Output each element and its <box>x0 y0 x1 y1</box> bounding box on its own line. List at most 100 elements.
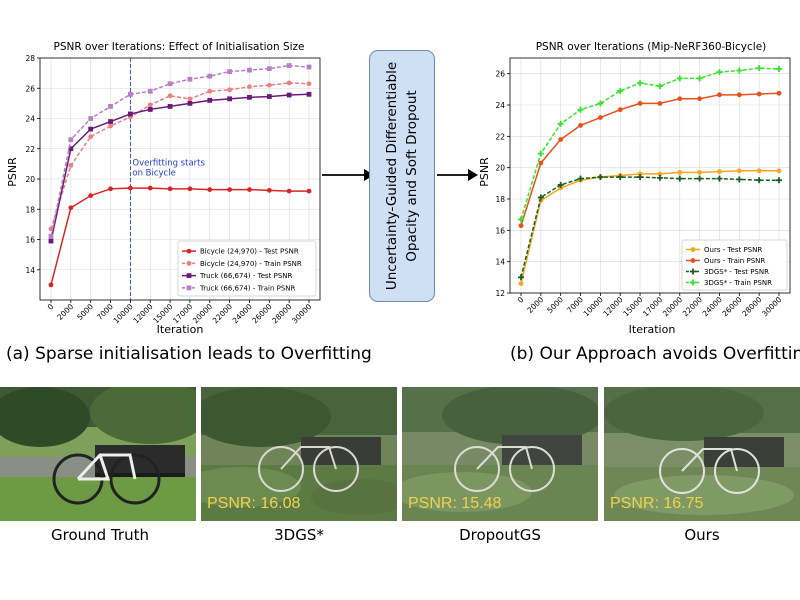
chart-left-xtick-label: 24000 <box>231 302 254 325</box>
chart-left-xtick-label: 17000 <box>171 302 194 325</box>
chart-left-title: PSNR over Iterations: Effect of Initiali… <box>53 41 304 53</box>
chart-left-data-point <box>286 188 292 194</box>
chart-right-series-line <box>520 170 779 284</box>
chart-right-legend-label: 3DGS* - Test PSNR <box>704 268 769 276</box>
chart-left-ytick-label: 18 <box>25 205 35 214</box>
chart-right-data-point <box>597 100 604 107</box>
chart-left-data-point <box>227 96 233 102</box>
chart-right-ytick-label: 20 <box>495 164 505 173</box>
chart-right-data-point <box>696 175 703 182</box>
chart-right-data-point <box>697 96 703 102</box>
chart-left-data-point <box>48 234 54 239</box>
chart-right-ytick-label: 16 <box>495 226 505 235</box>
chart-right-data-point <box>558 185 564 191</box>
chart-left-data-point <box>247 187 252 192</box>
chart-right-legend-marker <box>690 247 696 252</box>
chart-right-xtick-label: 12000 <box>601 295 624 318</box>
chart-left-data-point <box>227 87 233 93</box>
chart-left-data-point <box>167 104 173 109</box>
chart-right-xtick-label: 0 <box>516 295 526 305</box>
chart-left-data-point <box>108 123 113 129</box>
chart-left-series-2 <box>48 91 312 244</box>
chart-left-xtick-label: 2000 <box>55 302 75 322</box>
chart-left-ytick-label: 14 <box>25 266 35 275</box>
caption-left: (a) Sparse initialisation leads to Overf… <box>6 344 372 364</box>
chart-left-series-1 <box>48 80 312 232</box>
label-ours: Ours <box>684 526 720 544</box>
chart-right-data-point <box>617 87 624 94</box>
chart-right-data-point <box>776 90 782 96</box>
chart-left-data-point <box>108 104 113 109</box>
chart-right-data-point <box>577 106 584 113</box>
chart-right-data-point <box>756 168 762 174</box>
psnr-dropoutgs: PSNR: 15.48 <box>408 495 502 512</box>
chart-right-legend-marker <box>690 279 696 286</box>
chart-left-data-point <box>187 186 193 192</box>
chart-left-ytick-label: 16 <box>25 236 35 245</box>
chart-left-data-point <box>266 94 272 99</box>
chart-left-series-0 <box>48 185 312 288</box>
chart-right-data-point <box>656 174 663 181</box>
chart-left-data-point <box>88 126 94 132</box>
photo-dropoutgs: PSNR: 15.48 <box>402 387 598 521</box>
chart-right-frame <box>509 57 791 294</box>
chart-right-data-point <box>637 174 644 181</box>
chart-left-data-point <box>147 185 153 191</box>
chart-left-data-point <box>127 91 133 97</box>
chart-right-data-point <box>637 101 643 106</box>
chart-left-legend-marker <box>186 248 192 254</box>
chart-left-data-point <box>127 111 133 117</box>
chart-right-data-point <box>597 174 604 181</box>
chart-right-xtick-label: 24000 <box>701 295 724 318</box>
chart-right-xtick-label: 30000 <box>760 295 783 318</box>
chart-right-ytick-label: 22 <box>495 132 505 141</box>
chart-left-xtick-label: 5000 <box>75 302 95 322</box>
chart-right-data-point <box>676 175 683 182</box>
chart-right-data-point <box>518 274 524 281</box>
chart-left-data-point <box>247 84 252 90</box>
chart-left-data-point <box>68 205 74 211</box>
chart-left-data-point <box>167 93 173 99</box>
photo-3dgs: PSNR: 16.08 <box>201 387 397 521</box>
chart-right-data-point <box>776 65 782 72</box>
psnr-3dgs: PSNR: 16.08 <box>207 495 301 512</box>
chart-left-data-point <box>207 73 213 79</box>
chart-left-data-point <box>147 107 153 112</box>
chart-left-xtick-label: 20000 <box>191 302 214 325</box>
chart-left-legend-marker <box>186 273 192 279</box>
chart-left-xtick-label: 30000 <box>290 302 313 325</box>
chart-right-data-point <box>518 216 524 223</box>
chart-right-data-point <box>717 169 722 174</box>
chart-left-xtick-label: 15000 <box>151 302 174 325</box>
chart-left-data-point <box>68 146 74 152</box>
chart-right-xtick-label: 10000 <box>582 295 605 318</box>
chart-left-data-point <box>227 69 233 75</box>
chart-right-data-point <box>617 174 624 181</box>
chart-left-data-point <box>207 88 213 94</box>
chart-right-data-point <box>597 115 603 120</box>
chart-right-data-point <box>756 91 762 97</box>
chart-right-data-point <box>716 69 723 76</box>
chart-right-xtick-label: 20000 <box>661 295 684 318</box>
chart-right-title: PSNR over Iterations (Mip-NeRF360-Bicycl… <box>536 41 767 53</box>
chart-right-data-point <box>656 83 663 90</box>
chart-left-xtick-label: 22000 <box>211 302 234 325</box>
chart-left-data-point <box>306 64 312 70</box>
method-box-line2: Opacity and Soft Dropout <box>404 90 420 262</box>
chart-left-data-point <box>187 76 193 82</box>
chart-right-data-point <box>637 80 644 87</box>
chart-right: PSNR over Iterations (Mip-NeRF360-Bicycl… <box>478 41 791 336</box>
chart-left-data-point <box>167 186 173 192</box>
chart-right-legend-label: Ours - Train PSNR <box>704 257 765 265</box>
chart-right-data-point <box>776 168 782 174</box>
chart-left-data-point <box>286 92 292 98</box>
psnr-ours: PSNR: 16.75 <box>610 495 704 512</box>
chart-right-data-point <box>537 150 544 157</box>
chart-left-xtick-label: 0 <box>46 302 56 312</box>
chart-left-data-point <box>127 185 133 191</box>
chart-left-xlabel: Iteration <box>157 323 204 336</box>
chart-left-legend-marker <box>186 260 192 266</box>
chart-right-data-point <box>557 120 564 127</box>
chart-left-data-point <box>88 134 94 140</box>
chart-right-data-point <box>558 137 564 142</box>
